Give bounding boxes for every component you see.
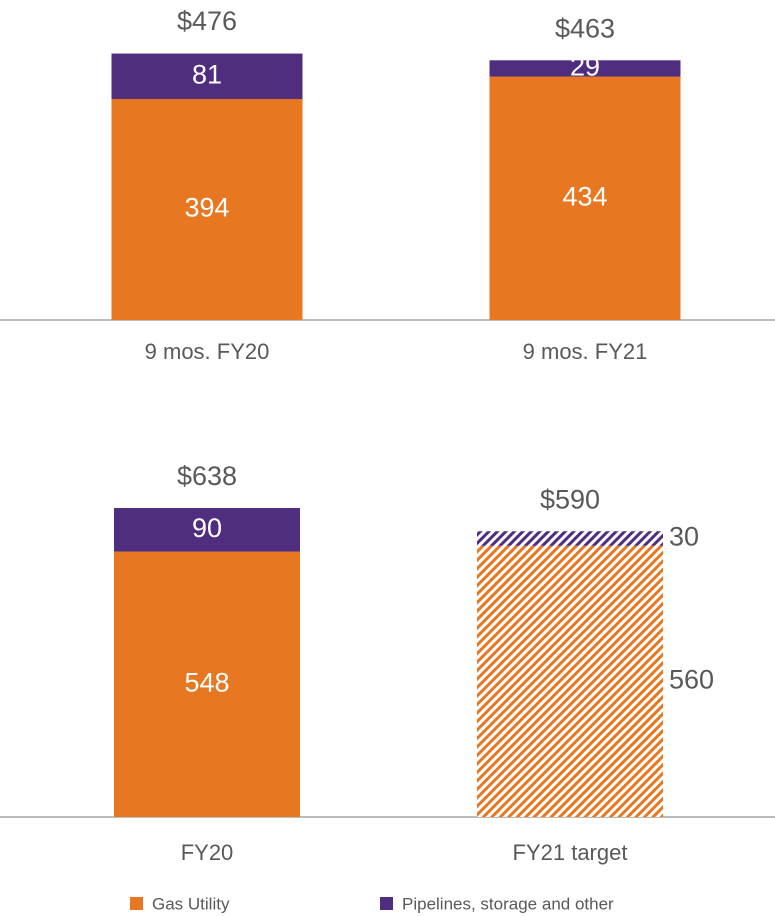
bar-segment [114,508,300,552]
x-tick-label: FY21 target [513,840,628,865]
legend-swatch [380,897,393,910]
total-label: $476 [177,6,237,36]
data-label: 30 [669,522,699,552]
bar-segment [489,76,681,320]
x-tick-label: 9 mos. FY21 [523,339,648,364]
data-label: 548 [184,667,229,697]
bar-segment [114,551,300,817]
x-tick-label: 9 mos. FY20 [145,339,270,364]
bar-segment [477,545,663,817]
data-label: 90 [192,513,222,543]
x-tick-label: FY20 [181,840,234,865]
legend-label: Gas Utility [152,894,230,913]
data-label: 29 [570,52,600,82]
total-label: $463 [555,13,615,43]
data-label: 434 [562,181,607,211]
bar-segment [111,53,303,99]
data-label: 560 [669,665,714,695]
total-label: $590 [540,484,600,514]
bar-segment [111,98,303,321]
total-label: $638 [177,461,237,491]
legend-label: Pipelines, storage and other [402,894,614,913]
bar-segment [489,60,681,77]
data-label: 81 [192,59,222,89]
legend-swatch [130,897,143,910]
data-label: 394 [184,193,229,223]
bar-segment [477,531,663,546]
